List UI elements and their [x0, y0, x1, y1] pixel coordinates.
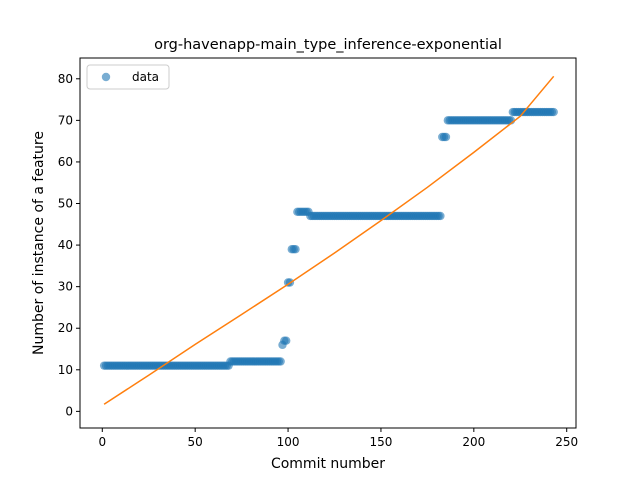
x-tick-label: 0 [98, 435, 106, 449]
chart-title: org-havenapp-main_type_inference-exponen… [154, 37, 502, 53]
data-point [291, 245, 300, 254]
legend-box [86, 64, 170, 90]
x-tick-label: 200 [462, 435, 485, 449]
plot-frame [79, 57, 577, 429]
legend-label-data: data [132, 70, 159, 84]
legend-marker-data [101, 72, 111, 82]
x-tick-label: 50 [188, 435, 203, 449]
y-tick-label: 50 [58, 197, 73, 211]
data-point [436, 211, 445, 221]
fit-line [103, 75, 555, 405]
y-tick-label: 70 [58, 113, 73, 127]
x-tick-label: 150 [369, 435, 392, 449]
y-tick-label: 80 [58, 72, 73, 86]
x-axis-label: Commit number [271, 456, 385, 472]
legend: data [86, 64, 170, 90]
y-tick-label: 20 [58, 321, 73, 335]
data-point [282, 336, 291, 345]
data-point [276, 357, 285, 366]
y-axis-label: Number of instance of a feature [31, 131, 47, 355]
data-point [441, 132, 451, 142]
y-tick-label: 10 [58, 363, 73, 377]
y-tick-label: 40 [58, 238, 73, 252]
y-tick-label: 60 [58, 155, 73, 169]
y-tick-label: 30 [58, 280, 73, 294]
x-tick-label: 100 [277, 435, 300, 449]
y-tick-label: 0 [65, 404, 73, 418]
data-point [549, 107, 558, 117]
x-tick-label: 250 [555, 435, 578, 449]
